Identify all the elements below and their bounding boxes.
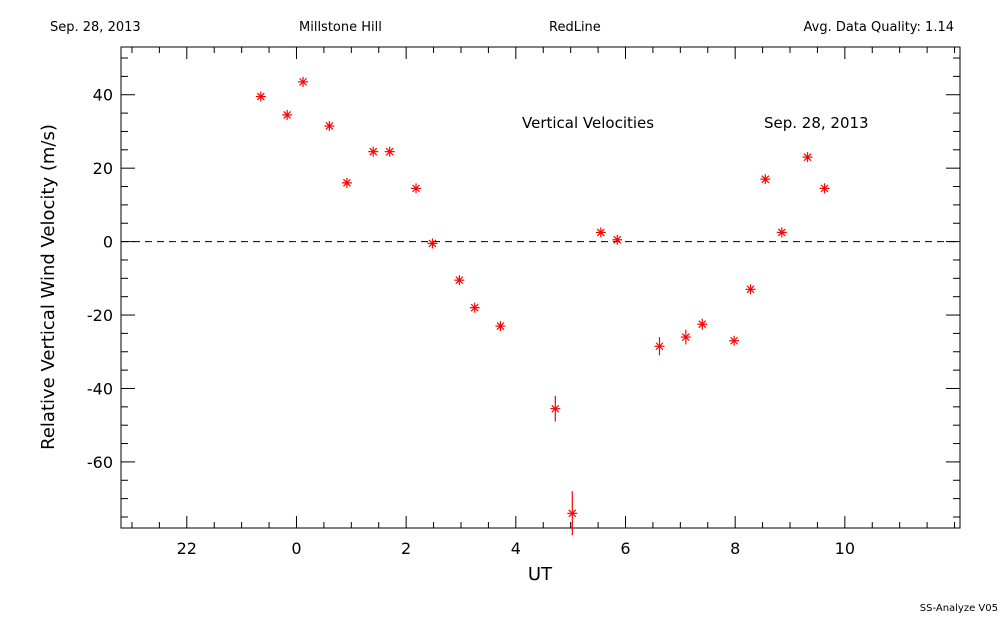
data-point <box>341 177 352 188</box>
x-tick-label: 0 <box>291 539 301 558</box>
data-point <box>454 275 465 286</box>
y-axis-tick-labels: 40 20 0 -20 -40 -60 <box>87 86 113 472</box>
data-point <box>368 146 379 157</box>
asterisk-stroke <box>730 336 738 345</box>
data-point <box>324 120 335 131</box>
x-axis-ticks <box>131 47 956 528</box>
data-point <box>745 284 756 295</box>
x-tick-label: 2 <box>401 539 411 558</box>
header-site: Millstone Hill <box>299 20 382 35</box>
data-point <box>469 302 480 313</box>
data-point <box>495 321 506 332</box>
asterisk-stroke <box>412 184 420 193</box>
data-point <box>697 318 708 330</box>
data-point <box>612 234 623 245</box>
asterisk-stroke <box>568 509 577 518</box>
plot-frame <box>120 46 961 529</box>
asterisk-stroke <box>325 122 334 130</box>
asterisk-stroke <box>613 235 622 244</box>
asterisk-stroke <box>655 342 664 351</box>
asterisk-stroke <box>256 92 265 101</box>
data-point <box>411 183 422 194</box>
x-axis-title: UT <box>528 564 553 585</box>
y-tick-label: -60 <box>87 453 113 472</box>
data-points <box>255 76 830 536</box>
y-tick-label: -40 <box>87 379 113 398</box>
asterisk-stroke <box>777 228 786 237</box>
y-tick-label: 20 <box>93 159 113 178</box>
asterisk-stroke <box>681 333 690 341</box>
x-tick-label: 10 <box>835 539 855 558</box>
asterisk-stroke <box>299 77 307 86</box>
asterisk-stroke <box>551 404 560 413</box>
x-tick-label: 22 <box>177 539 197 558</box>
asterisk-stroke <box>803 153 812 162</box>
data-point <box>298 76 309 87</box>
x-tick-label: 8 <box>730 539 740 558</box>
data-point <box>384 146 395 157</box>
asterisk-stroke <box>698 320 707 329</box>
data-point <box>550 395 561 422</box>
data-point <box>654 337 665 356</box>
asterisk-stroke <box>428 239 437 248</box>
header-quality: Avg. Data Quality: 1.14 <box>804 20 954 35</box>
asterisk-stroke <box>746 285 755 294</box>
x-axis-tick-labels: 22 0 2 4 6 8 10 <box>177 539 855 558</box>
y-axis-title: Relative Vertical Wind Velocity (m/s) <box>38 124 59 450</box>
data-point <box>595 227 606 238</box>
version-label: SS-Analyze V05 <box>920 603 998 614</box>
y-tick-label: -20 <box>87 306 113 325</box>
asterisk-stroke <box>283 111 292 119</box>
asterisk-stroke <box>369 147 378 156</box>
asterisk-stroke <box>385 147 394 156</box>
x-tick-label: 4 <box>511 539 521 558</box>
data-point <box>729 335 740 346</box>
asterisk-stroke <box>455 276 464 285</box>
y-tick-label: 40 <box>93 86 113 105</box>
data-point <box>255 91 266 102</box>
asterisk-stroke <box>596 228 605 237</box>
y-tick-label: 0 <box>103 233 113 252</box>
data-point <box>802 152 813 163</box>
annotation-title: Vertical Velocities <box>522 114 654 132</box>
header-date: Sep. 28, 2013 <box>50 20 141 35</box>
data-point <box>680 329 691 345</box>
data-point <box>567 491 578 536</box>
annotation-date: Sep. 28, 2013 <box>764 114 869 132</box>
data-point <box>427 238 438 249</box>
asterisk-stroke <box>496 322 505 330</box>
asterisk-stroke <box>761 175 770 184</box>
header-line: RedLine <box>549 20 601 35</box>
data-point <box>819 183 830 194</box>
data-point <box>776 227 787 238</box>
data-point <box>282 109 293 120</box>
asterisk-stroke <box>343 178 351 187</box>
x-tick-label: 6 <box>620 539 630 558</box>
asterisk-stroke <box>820 184 829 193</box>
data-point <box>760 174 771 185</box>
asterisk-stroke <box>470 303 479 312</box>
